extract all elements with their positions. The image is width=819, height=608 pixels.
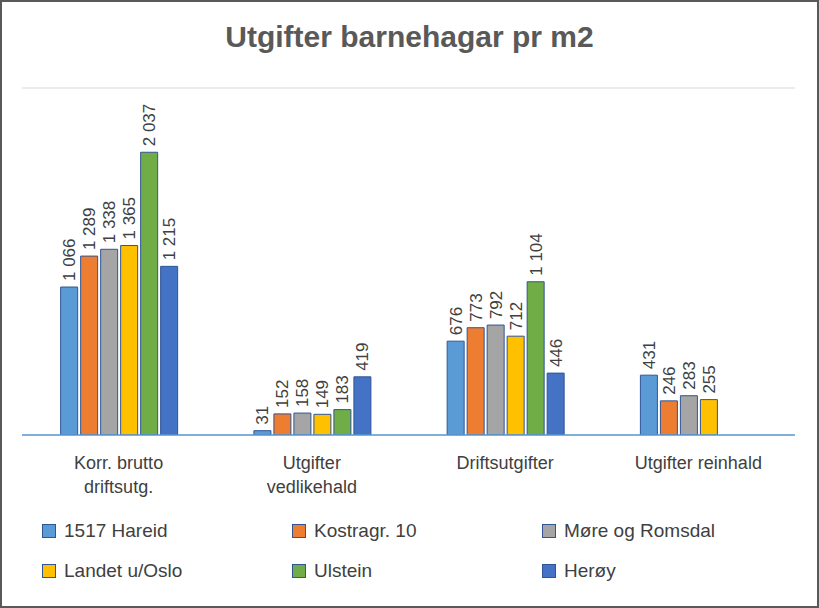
- svg-text:152: 152: [273, 380, 292, 408]
- html-text:Møre og Romsdal: Møre og Romsdal: [564, 520, 715, 541]
- svg-text:2 037: 2 037: [140, 104, 159, 147]
- svg-text:183: 183: [333, 375, 352, 403]
- svg-text:Utgiftervedlikehald: Utgiftervedlikehald: [267, 453, 357, 497]
- html-text:1517 Hareid: 1517 Hareid: [64, 520, 168, 541]
- svg-text:Korr. bruttodriftsutg.: Korr. bruttodriftsutg.: [74, 453, 163, 497]
- html-text:Utgifter barnehagar pr m2: Utgifter barnehagar pr m2: [225, 20, 594, 53]
- svg-text:773: 773: [467, 293, 486, 321]
- svg-text:Driftsutgifter: Driftsutgifter: [457, 453, 554, 473]
- svg-text:431: 431: [640, 341, 659, 369]
- svg-text:1 365: 1 365: [120, 197, 139, 240]
- svg-text:676: 676: [447, 307, 466, 335]
- svg-text:1 215: 1 215: [160, 218, 179, 261]
- svg-text:Utgifter reinhald: Utgifter reinhald: [635, 453, 762, 473]
- svg-text:1 104: 1 104: [527, 233, 546, 276]
- svg-text:255: 255: [700, 365, 719, 393]
- svg-text:149: 149: [313, 380, 332, 408]
- svg-text:246: 246: [660, 366, 679, 394]
- svg-text:31: 31: [253, 406, 272, 425]
- html-text:Kostragr. 10: Kostragr. 10: [314, 520, 417, 541]
- svg-text:1 338: 1 338: [100, 201, 119, 244]
- svg-text:1 066: 1 066: [60, 238, 79, 281]
- html-text:Landet u/Oslo: Landet u/Oslo: [64, 560, 183, 581]
- svg-text:158: 158: [293, 379, 312, 407]
- svg-text:1 289: 1 289: [80, 208, 99, 251]
- html-text:Ulstein: Ulstein: [314, 560, 373, 581]
- svg-text:283: 283: [680, 361, 699, 389]
- svg-text:792: 792: [487, 291, 506, 319]
- svg-text:712: 712: [507, 302, 526, 330]
- svg-text:446: 446: [547, 339, 566, 367]
- svg-text:419: 419: [353, 342, 372, 370]
- html-text:Herøy: Herøy: [564, 560, 616, 581]
